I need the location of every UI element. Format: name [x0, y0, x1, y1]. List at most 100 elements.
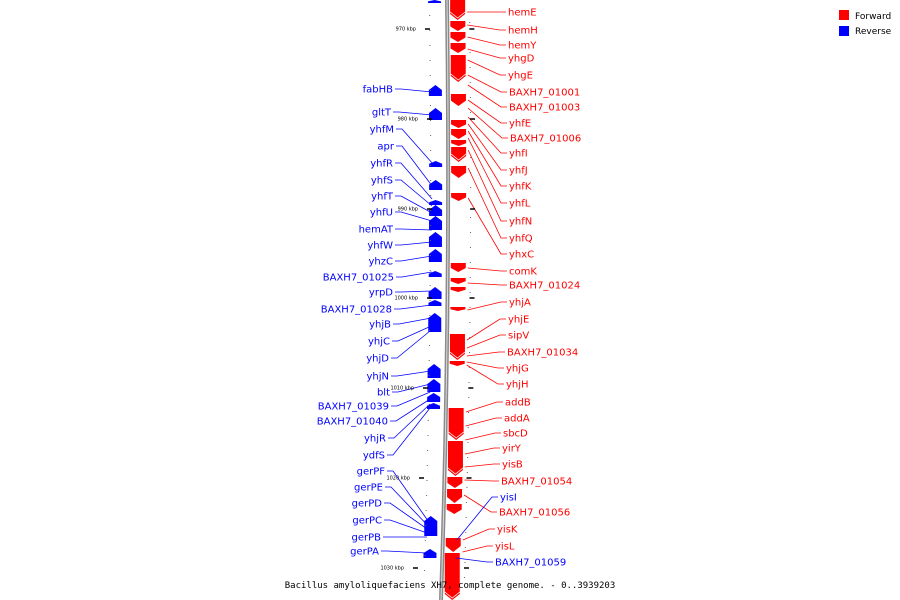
gene-label-yhfj[interactable]: yhfJ: [509, 166, 528, 177]
reverse-gene-arrow-10[interactable]: [428, 271, 442, 277]
gene-label-baxh7-01001[interactable]: BAXH7_01001: [509, 88, 580, 99]
gene-label-yhfw[interactable]: yhfW: [367, 241, 393, 252]
reverse-gene-arrow-16[interactable]: [427, 393, 441, 402]
gene-label-hemat[interactable]: hemAT: [359, 225, 394, 236]
gene-label-baxh7-01024[interactable]: BAXH7_01024: [509, 281, 580, 292]
gene-label-baxh7-01006[interactable]: BAXH7_01006: [510, 134, 581, 145]
gene-label-comk[interactable]: comK: [509, 267, 537, 278]
forward-gene-arrow-8[interactable]: [451, 140, 467, 146]
gene-label-gerpf[interactable]: gerPF: [357, 467, 386, 478]
reverse-gene-arrow-7[interactable]: [429, 216, 443, 230]
gene-label-yhjh[interactable]: yhjH: [506, 380, 529, 391]
gene-label-heme[interactable]: hemE: [508, 8, 537, 19]
forward-gene-arrow-3[interactable]: [450, 43, 466, 53]
reverse-gene-arrow-2[interactable]: [429, 108, 443, 120]
gene-label-addb[interactable]: addB: [505, 398, 531, 409]
gene-label-blt[interactable]: blt: [377, 388, 390, 399]
gene-label-yrpd[interactable]: yrpD: [369, 288, 393, 299]
reverse-gene-arrow-11[interactable]: [428, 287, 442, 299]
gene-label-yhfr[interactable]: yhfR: [370, 159, 393, 170]
gene-label-yhxc[interactable]: yhxC: [509, 250, 534, 261]
forward-gene-arrow-9[interactable]: [451, 147, 467, 162]
gene-label-baxh7-01059[interactable]: BAXH7_01059: [495, 558, 566, 569]
forward-gene-arrow-17[interactable]: [449, 361, 465, 366]
reverse-gene-arrow-5[interactable]: [429, 200, 443, 205]
reverse-gene-arrow-18[interactable]: [424, 516, 438, 536]
gene-label-yisk[interactable]: yisK: [497, 525, 518, 536]
gene-label-yisl[interactable]: yisL: [495, 542, 515, 553]
gene-label-yhjr[interactable]: yhjR: [364, 434, 386, 445]
forward-gene-arrow-6[interactable]: [451, 120, 467, 128]
forward-gene-arrow-18[interactable]: [448, 408, 464, 440]
gene-label-baxh7-01039[interactable]: BAXH7_01039: [318, 402, 389, 413]
gene-label-yhfi[interactable]: yhfI: [509, 149, 528, 160]
gene-label-baxh7-01056[interactable]: BAXH7_01056: [499, 508, 570, 519]
forward-gene-arrow-23[interactable]: [445, 538, 461, 552]
gene-label-yhfn[interactable]: yhfN: [509, 217, 532, 228]
gene-label-baxh7-01034[interactable]: BAXH7_01034: [507, 348, 578, 359]
gene-label-fabhb[interactable]: fabHB: [363, 85, 394, 96]
gene-label-yhjc[interactable]: yhjC: [368, 337, 390, 348]
forward-gene-arrow-14[interactable]: [450, 287, 466, 292]
gene-label-yhft[interactable]: yhfT: [371, 192, 394, 203]
forward-gene-arrow-20[interactable]: [447, 477, 463, 488]
reverse-gene-arrow-0[interactable]: [428, 0, 442, 3]
reverse-gene-arrow-4[interactable]: [429, 180, 443, 190]
reverse-gene-arrow-13[interactable]: [428, 313, 442, 332]
forward-gene-arrow-22[interactable]: [446, 504, 462, 514]
gene-label-gerpc[interactable]: gerPC: [352, 516, 382, 527]
gene-label-sbcd[interactable]: sbcD: [503, 429, 528, 440]
gene-label-yhfk[interactable]: yhfK: [509, 182, 532, 193]
gene-label-yhge[interactable]: yhgE: [508, 71, 533, 82]
forward-gene-arrow-5[interactable]: [450, 94, 466, 106]
gene-label-yhjn[interactable]: yhjN: [366, 372, 389, 383]
gene-label-yhfl[interactable]: yhfL: [509, 199, 531, 210]
gene-label-baxh7-01054[interactable]: BAXH7_01054: [501, 477, 572, 488]
gene-label-yiry[interactable]: yirY: [502, 444, 522, 455]
gene-label-gerpd[interactable]: gerPD: [352, 499, 383, 510]
reverse-gene-arrow-6[interactable]: [429, 205, 443, 216]
reverse-gene-arrow-12[interactable]: [428, 300, 442, 306]
gene-label-yhfq[interactable]: yhfQ: [509, 234, 533, 245]
gene-label-hemy[interactable]: hemY: [508, 41, 537, 52]
forward-gene-arrow-13[interactable]: [450, 278, 466, 284]
forward-gene-arrow-19[interactable]: [447, 441, 463, 476]
forward-gene-arrow-7[interactable]: [451, 129, 467, 139]
gene-label-hemh[interactable]: hemH: [508, 26, 538, 37]
gene-label-apr[interactable]: apr: [377, 142, 394, 153]
gene-label-gerpb[interactable]: gerPB: [351, 533, 381, 544]
gene-label-ydfs[interactable]: ydfS: [363, 451, 385, 462]
forward-gene-arrow-2[interactable]: [450, 32, 466, 42]
reverse-gene-arrow-3[interactable]: [429, 161, 443, 167]
gene-label-yhjg[interactable]: yhjG: [506, 364, 529, 375]
gene-label-yhfe[interactable]: yhfE: [509, 119, 531, 130]
gene-label-adda[interactable]: addA: [504, 414, 530, 425]
gene-label-yhgd[interactable]: yhgD: [508, 54, 535, 65]
gene-label-yhzc[interactable]: yhzC: [369, 257, 394, 268]
reverse-gene-arrow-9[interactable]: [428, 249, 442, 262]
forward-gene-arrow-16[interactable]: [449, 334, 465, 360]
forward-gene-arrow-12[interactable]: [450, 263, 466, 272]
reverse-gene-arrow-17[interactable]: [427, 403, 441, 409]
gene-label-sipv[interactable]: sipV: [508, 331, 529, 342]
gene-label-baxh7-01028[interactable]: BAXH7_01028: [321, 305, 392, 316]
forward-gene-arrow-24[interactable]: [444, 553, 460, 600]
gene-label-yhfm[interactable]: yhfM: [370, 125, 394, 136]
gene-label-yhfs[interactable]: yhfS: [371, 176, 393, 187]
forward-gene-arrow-1[interactable]: [450, 21, 466, 31]
gene-label-yisi[interactable]: yisI: [500, 493, 517, 504]
gene-label-gltt[interactable]: gltT: [372, 108, 392, 119]
forward-gene-arrow-10[interactable]: [451, 166, 467, 178]
gene-label-yisb[interactable]: yisB: [502, 460, 523, 471]
reverse-gene-arrow-15[interactable]: [427, 379, 441, 392]
gene-label-yhjd[interactable]: yhjD: [366, 354, 389, 365]
reverse-gene-arrow-1[interactable]: [428, 85, 442, 96]
gene-label-baxh7-01040[interactable]: BAXH7_01040: [317, 417, 388, 428]
gene-label-yhfu[interactable]: yhfU: [370, 208, 393, 219]
reverse-gene-arrow-19[interactable]: [423, 549, 437, 558]
reverse-gene-arrow-14[interactable]: [427, 364, 441, 378]
forward-gene-arrow-4[interactable]: [450, 55, 466, 82]
gene-label-baxh7-01003[interactable]: BAXH7_01003: [509, 103, 580, 114]
forward-gene-arrow-15[interactable]: [450, 307, 466, 311]
gene-label-gerpa[interactable]: gerPA: [350, 547, 379, 558]
